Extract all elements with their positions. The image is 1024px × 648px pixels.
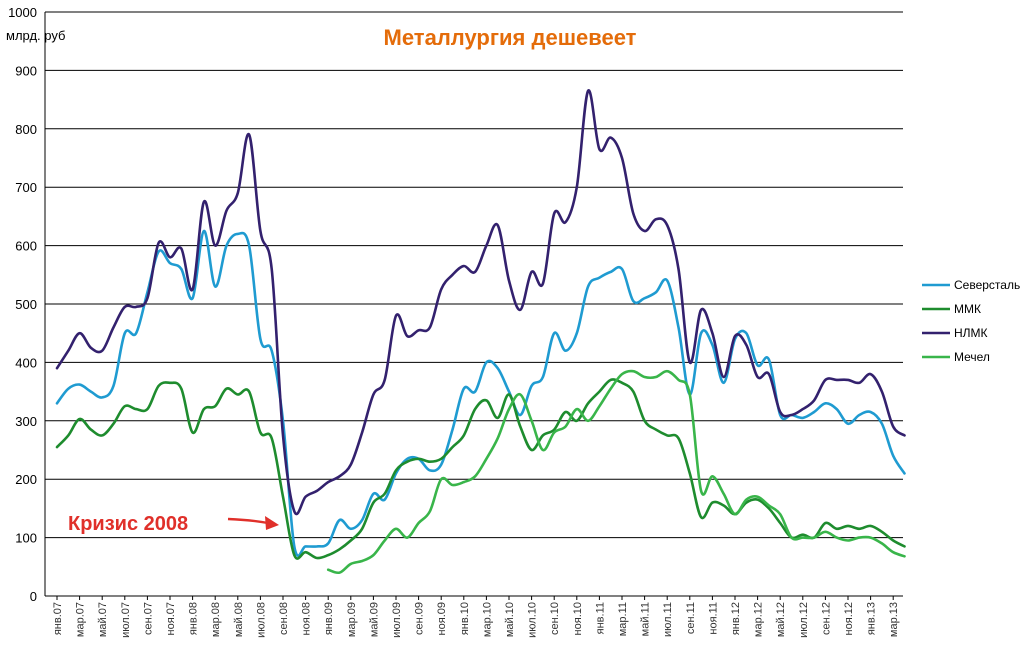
- y-tick-label: 0: [30, 589, 37, 604]
- x-tick-label: мар.12: [753, 602, 765, 637]
- x-tick-label: янв.11: [594, 602, 606, 634]
- x-tick-label: май.07: [97, 602, 109, 637]
- x-axis-ticks: янв.07 мар.07 май.07 июл.07 сен.07 ноя.07 янв.…: [52, 596, 900, 638]
- x-tick-label: мар.13: [888, 602, 900, 637]
- y-tick-label: 900: [15, 63, 37, 78]
- x-tick-label: ноя.08: [301, 602, 313, 635]
- series-lines: [55, 89, 906, 575]
- x-tick-label: сен.08: [278, 602, 290, 635]
- y-tick-label: 700: [15, 180, 37, 195]
- y-tick-label: 100: [15, 531, 37, 546]
- x-tick-label: янв.09: [323, 602, 335, 635]
- x-tick-label: ноя.07: [165, 602, 177, 635]
- legend-label: НЛМК: [954, 326, 988, 340]
- x-tick-label: май.12: [775, 602, 787, 637]
- crisis-annotation: Кризис 2008: [68, 513, 279, 535]
- x-tick-label: мар.11: [617, 602, 629, 636]
- y-tick-label: 200: [15, 472, 37, 487]
- y-axis-ticks: 0 100 200 300 400 500 600 700 800 900 1000: [8, 5, 37, 604]
- x-tick-label: сен.10: [549, 602, 561, 635]
- legend-label: ММК: [954, 302, 981, 316]
- series-line-4: [326, 369, 906, 575]
- x-tick-label: мар.07: [75, 602, 87, 637]
- x-tick-label: май.11: [640, 602, 652, 636]
- series-line-2: [55, 378, 906, 560]
- x-tick-label: ноя.10: [572, 602, 584, 635]
- y-axis-label: млрд. руб: [6, 28, 65, 43]
- x-tick-label: сен.12: [820, 602, 832, 635]
- y-tick-label: 300: [15, 414, 37, 429]
- y-tick-label: 1000: [8, 5, 37, 20]
- legend: Северсталь ММК НЛМК Мечел: [922, 278, 1020, 364]
- series-line-3: [55, 89, 906, 516]
- x-tick-label: янв.07: [52, 602, 64, 635]
- x-tick-label: май.08: [233, 602, 245, 637]
- annotation-text: Кризис 2008: [68, 513, 188, 535]
- x-tick-label: июл.09: [391, 602, 403, 638]
- annotation-arrow: [227, 517, 269, 525]
- x-tick-label: ноя.12: [843, 602, 855, 635]
- y-tick-label: 400: [15, 355, 37, 370]
- y-tick-label: 800: [15, 122, 37, 137]
- x-tick-label: июл.10: [527, 602, 539, 638]
- x-tick-label: янв.13: [866, 602, 878, 635]
- x-tick-label: ноя.09: [436, 602, 448, 635]
- annotation-arrowhead: [265, 516, 279, 530]
- x-tick-label: янв.12: [730, 602, 742, 635]
- x-tick-label: июл.11: [662, 602, 674, 637]
- x-tick-label: июл.12: [798, 602, 810, 638]
- x-tick-label: сен.09: [414, 602, 426, 635]
- x-tick-label: сен.07: [142, 602, 154, 635]
- series-line-1: [55, 229, 906, 557]
- legend-label: Мечел: [954, 350, 990, 364]
- x-tick-label: сен.11: [685, 602, 697, 634]
- x-tick-label: июл.07: [120, 602, 132, 638]
- y-tick-label: 500: [15, 297, 37, 312]
- chart-title: Металлургия дешевеет: [384, 25, 637, 50]
- legend-label: Северсталь: [954, 278, 1020, 292]
- x-tick-label: ноя.11: [707, 602, 719, 635]
- x-tick-label: мар.09: [346, 602, 358, 637]
- y-tick-label: 600: [15, 239, 37, 254]
- x-tick-label: май.10: [504, 602, 516, 637]
- x-tick-label: янв.10: [459, 602, 471, 635]
- x-tick-label: мар.10: [481, 602, 493, 637]
- x-tick-label: янв.08: [188, 602, 200, 635]
- x-tick-label: май.09: [368, 602, 380, 637]
- x-tick-label: мар.08: [210, 602, 222, 637]
- x-tick-label: июл.08: [255, 602, 267, 638]
